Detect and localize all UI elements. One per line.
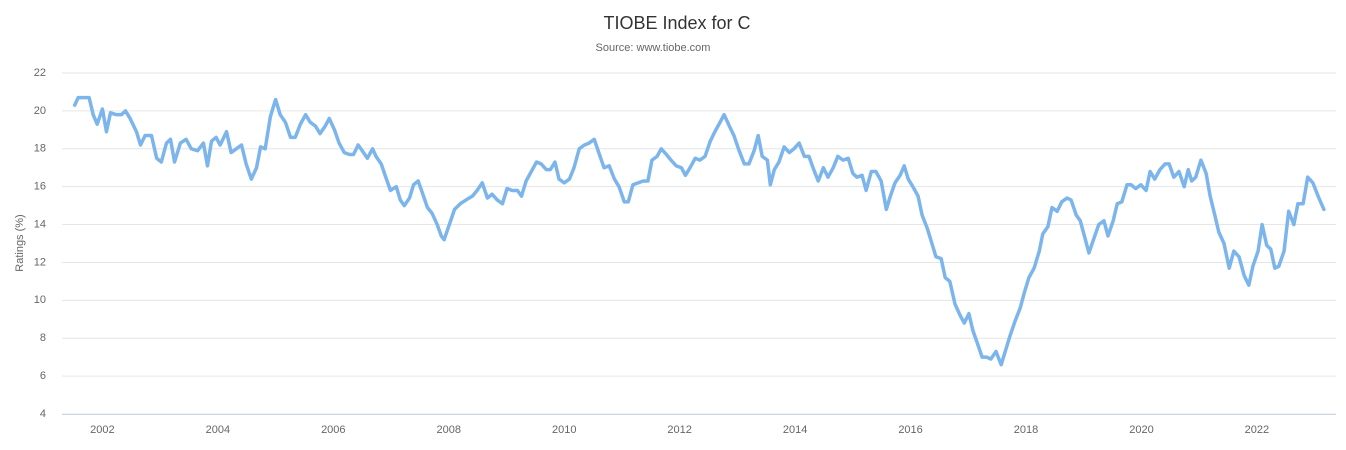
x-tick-label: 2018 (1014, 424, 1038, 436)
chart-title: TIOBE Index for C (603, 13, 750, 33)
y-tick-label: 14 (34, 218, 46, 230)
x-tick-label: 2010 (552, 424, 576, 436)
y-tick-label: 4 (40, 408, 46, 420)
y-tick-label: 8 (40, 332, 46, 344)
x-tick-label: 2022 (1245, 424, 1269, 436)
x-tick-label: 2006 (321, 424, 345, 436)
data-line (72, 95, 1326, 367)
y-tick-label: 10 (34, 294, 46, 306)
chart-subtitle: Source: www.tiobe.com (596, 42, 711, 54)
x-tick-label: 2016 (898, 424, 922, 436)
y-axis-label: Ratings (%) (14, 214, 26, 271)
y-tick-label: 18 (34, 143, 46, 155)
x-tick-label: 2008 (437, 424, 461, 436)
y-tick-label: 16 (34, 181, 46, 193)
x-tick-label: 2004 (206, 424, 230, 436)
y-tick-label: 6 (40, 370, 46, 382)
x-tick-label: 2020 (1129, 424, 1153, 436)
x-tick-label: 2002 (90, 424, 114, 436)
y-tick-label: 22 (34, 67, 46, 79)
x-tick-label: 2012 (667, 424, 691, 436)
x-tick-label: 2014 (783, 424, 807, 436)
y-tick-label: 20 (34, 105, 46, 117)
y-tick-label: 12 (34, 256, 46, 268)
